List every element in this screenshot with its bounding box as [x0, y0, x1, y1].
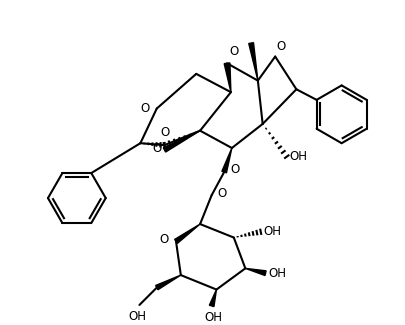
Text: O: O [276, 40, 286, 53]
Polygon shape [249, 43, 258, 81]
Text: OH: OH [290, 150, 308, 163]
Polygon shape [222, 148, 232, 173]
Polygon shape [209, 290, 216, 306]
Text: O: O [217, 187, 227, 200]
Polygon shape [175, 224, 200, 243]
Text: OH: OH [205, 311, 223, 324]
Polygon shape [156, 275, 181, 290]
Polygon shape [245, 268, 266, 276]
Text: O: O [159, 233, 168, 246]
Text: O: O [161, 126, 170, 139]
Text: O: O [152, 142, 162, 155]
Polygon shape [224, 63, 231, 92]
Text: O: O [230, 163, 239, 176]
Text: OH: OH [269, 267, 286, 280]
Text: OH: OH [128, 310, 147, 323]
Text: O: O [229, 46, 238, 58]
Text: OH: OH [264, 225, 281, 238]
Text: O: O [141, 102, 150, 115]
Polygon shape [163, 131, 200, 152]
